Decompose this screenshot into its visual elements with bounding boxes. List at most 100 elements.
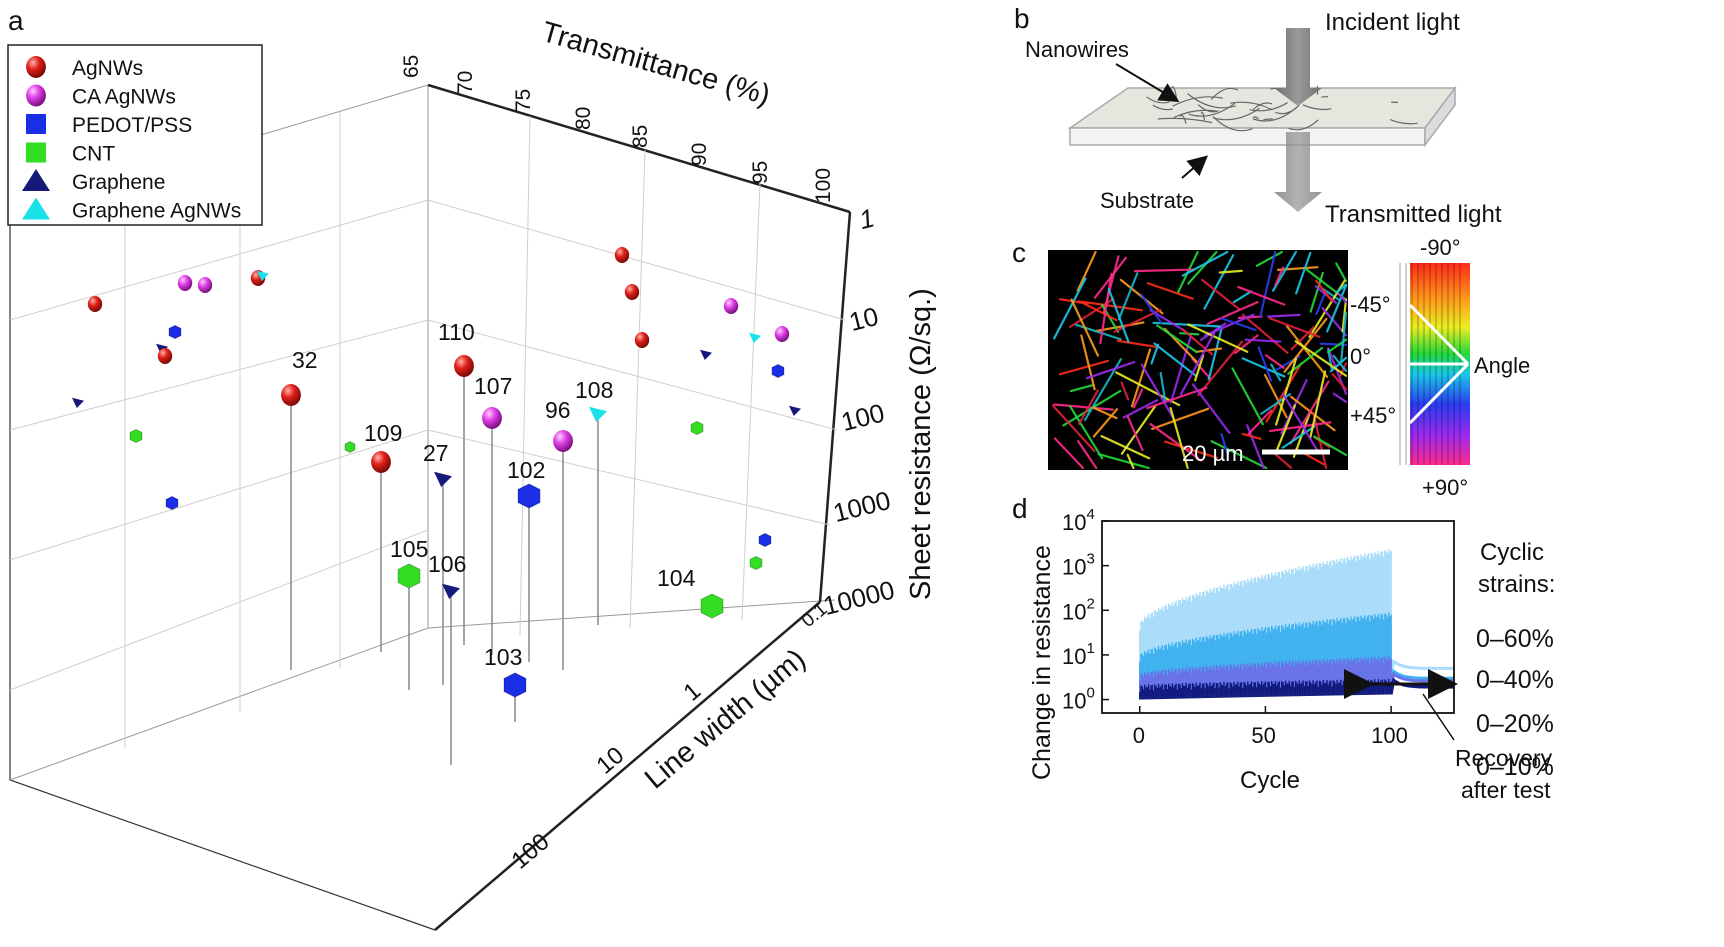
projection-marker xyxy=(690,420,704,436)
legend-marker xyxy=(22,169,50,191)
x-tick-label: 95 xyxy=(749,161,772,184)
x-tick-label: 65 xyxy=(400,55,423,78)
angle-tick-label: -45° xyxy=(1350,292,1391,317)
x-tick-label: 50 xyxy=(1251,723,1275,748)
y-tick-label: 102 xyxy=(1062,595,1095,624)
strain-legend: 0–60% 0–40% 0–20% 0–10% xyxy=(1476,625,1554,781)
panel-label-a: a xyxy=(8,5,24,36)
recovery-label-1: Recovery xyxy=(1455,745,1553,771)
transmitted-light-label: Transmitted light xyxy=(1325,201,1502,228)
projection-marker xyxy=(700,349,712,360)
colored-nanowires xyxy=(1051,250,1348,470)
legend-entry: Graphene AgNWs xyxy=(22,197,241,223)
panel-label-b: b xyxy=(1014,3,1030,34)
cyclic-strains-title-2: strains: xyxy=(1478,571,1555,598)
cyclic-strains-title-1: Cyclic xyxy=(1480,539,1544,566)
recovery-curve xyxy=(1389,659,1455,676)
strain-legend-label: 0–60% xyxy=(1476,625,1554,653)
y-tick-label: 104 xyxy=(1062,506,1095,535)
substrate-pointer xyxy=(1181,155,1209,179)
point-marker xyxy=(281,384,301,406)
y-tick-label: 101 xyxy=(1062,640,1095,669)
y-tick-label: 1000 xyxy=(830,485,893,528)
projection-marker xyxy=(771,363,785,379)
x-tick-label: 0 xyxy=(1133,723,1145,748)
data-point: 96 xyxy=(545,397,573,670)
data-point: 103 xyxy=(484,644,527,722)
x-tick-label: 90 xyxy=(688,143,711,166)
legend-label: CA AgNWs xyxy=(72,86,176,109)
data-point: 104 xyxy=(657,565,724,619)
legend-marker xyxy=(22,197,50,220)
x-tick-label: 80 xyxy=(572,107,595,130)
projection-marker xyxy=(168,324,182,340)
nanowires-pointer xyxy=(1115,63,1180,103)
x-axis-title-transmittance: Transmittance (%) xyxy=(538,16,773,112)
projection-marker xyxy=(177,275,193,291)
point-marker xyxy=(371,451,391,473)
x-tick-label: 100 xyxy=(812,168,835,203)
incident-light-label: Incident light xyxy=(1325,9,1460,36)
legend-label: Graphene xyxy=(72,171,165,194)
point-ref-label: 104 xyxy=(657,565,696,591)
panel-d: d 0 50 100 100 101 102 103 104 Change in resist… xyxy=(1012,493,1555,803)
projection-marker xyxy=(157,348,173,364)
legend-a: AgNWs CA AgNWs PEDOT/PSS CNT Graphene Graphen… xyxy=(7,44,263,226)
legend-entry: PEDOT/PSS xyxy=(26,114,192,137)
x-tick-label: 75 xyxy=(512,89,535,112)
panel-label-d: d xyxy=(1012,493,1028,524)
film-side-face xyxy=(1424,85,1456,148)
point-marker xyxy=(434,471,452,487)
x-tick-label: 70 xyxy=(454,71,477,94)
wheel-bottom-label: +90° xyxy=(1422,475,1468,500)
y-tick-label: 100 xyxy=(838,397,887,437)
projection-marker xyxy=(749,332,761,343)
transmittance-ticks: 65 70 75 80 85 90 95 100 xyxy=(400,55,835,203)
legend-marker xyxy=(26,114,46,134)
projection-marker xyxy=(197,277,213,293)
strain-legend-label: 0–40% xyxy=(1476,666,1554,694)
projection-marker xyxy=(749,555,763,571)
legend-label: CNT xyxy=(72,143,115,166)
x-axis-title-cycle: Cycle xyxy=(1240,767,1300,794)
legend-box xyxy=(7,44,263,226)
y-tick-label: 10 xyxy=(846,301,881,337)
point-ref-label: 107 xyxy=(474,373,512,399)
recovery-label-2: after test xyxy=(1461,777,1551,803)
point-ref-label: 32 xyxy=(292,347,318,373)
nanowire-network xyxy=(1146,85,1418,132)
point-ref-label: 103 xyxy=(484,644,522,670)
data-point: 105 xyxy=(390,536,428,690)
projection-marker xyxy=(87,296,103,312)
legend-label: PEDOT/PSS xyxy=(72,114,192,137)
wheel-angle-label: Angle xyxy=(1474,353,1530,378)
incident-light-arrow xyxy=(1274,28,1322,106)
angle-colorwheel: -90° Angle +90° xyxy=(1399,235,1530,500)
point-marker xyxy=(454,355,474,377)
legend-entry: CA AgNWs xyxy=(26,84,176,109)
data-point: 106 xyxy=(428,551,466,765)
projection-marker xyxy=(165,495,179,511)
point-ref-label: 106 xyxy=(428,551,466,577)
projection-markers xyxy=(72,247,801,571)
point-ref-label: 110 xyxy=(438,319,475,345)
projection-marker xyxy=(624,284,640,300)
plot-a-grid xyxy=(9,112,846,748)
legend-marker xyxy=(26,56,46,78)
y-tick-label: 100 xyxy=(1062,685,1095,714)
point-ref-label: 102 xyxy=(507,457,545,483)
y-axis-title-sheet-resistance: Sheet resistance (Ω/sq.) xyxy=(905,288,937,600)
projection-marker xyxy=(789,405,801,416)
legend-label: AgNWs xyxy=(72,57,143,80)
plot-d-frame xyxy=(1101,520,1455,714)
projection-marker xyxy=(344,440,356,454)
point-ref-label: 108 xyxy=(575,377,613,403)
x-tick-label: 100 xyxy=(1371,723,1408,748)
point-marker xyxy=(517,483,541,509)
legend-label: Graphene AgNWs xyxy=(72,200,241,223)
projection-marker xyxy=(72,397,84,408)
point-ref-label: 27 xyxy=(423,440,449,466)
